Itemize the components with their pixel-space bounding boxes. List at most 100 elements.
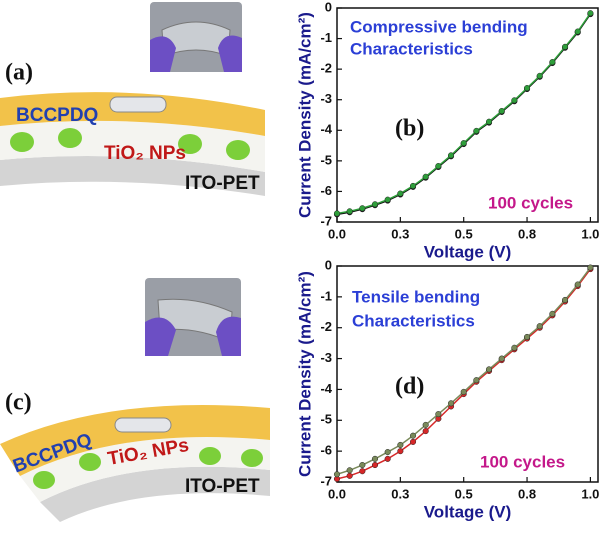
data-point — [371, 461, 379, 469]
plot-frame — [336, 265, 599, 483]
data-point — [384, 196, 391, 203]
y-tick-label: 0 — [325, 0, 332, 14]
x-tick-label: 0.3 — [391, 226, 409, 241]
data-point — [523, 85, 531, 92]
data-point — [473, 127, 480, 134]
data-point — [397, 441, 404, 449]
data-point — [549, 59, 556, 66]
glove — [145, 317, 176, 356]
layer-label: ITO-PET — [185, 476, 260, 497]
y-tick-label: -4 — [320, 122, 332, 137]
layer-label: BCCPDQ — [16, 105, 98, 126]
data-point — [587, 264, 594, 271]
data-point — [574, 281, 581, 288]
data-point — [371, 201, 379, 208]
x-tick-label: 0.8 — [518, 486, 536, 501]
data-point — [371, 455, 379, 462]
droplet — [114, 417, 172, 433]
top-layer — [0, 92, 265, 136]
y-tick-label: -4 — [320, 381, 332, 396]
annotation: Compressive bending — [350, 17, 528, 36]
data-point — [574, 28, 581, 35]
data-point — [397, 190, 404, 197]
top-layer — [0, 404, 270, 476]
x-tick-label: 0.0 — [328, 486, 346, 501]
data-point — [562, 296, 569, 303]
data-point — [562, 43, 569, 50]
data-point — [333, 471, 341, 478]
plot-frame — [336, 7, 599, 223]
panel-label: (c) — [5, 390, 32, 416]
data-point — [359, 468, 366, 475]
data-point — [549, 310, 556, 317]
y-tick-label: -1 — [320, 30, 332, 45]
diagram-a: (a) BCCPDQ TiO₂ NPs ITO-PET — [0, 2, 265, 196]
data-point — [333, 210, 341, 217]
x-axis-label: Voltage (V) — [424, 502, 512, 521]
y-axis-label: Current Density (mA/cm²) — [295, 12, 314, 218]
data-point — [511, 344, 518, 351]
data-point — [409, 182, 417, 189]
data-point — [485, 118, 493, 125]
x-axis-label: Voltage (V) — [424, 242, 512, 261]
y-tick-label: -7 — [320, 213, 332, 228]
layer-label: ITO-PET — [185, 173, 260, 194]
data-point — [536, 72, 543, 79]
data-point — [485, 366, 493, 373]
data-point — [397, 448, 404, 455]
y-axis-label: Current Density (mA/cm²) — [295, 271, 314, 477]
nanoparticles — [10, 128, 250, 160]
data-point — [447, 400, 455, 407]
substrate-layer — [0, 156, 265, 196]
panel-label: (a) — [5, 60, 33, 86]
y-tick-label: -6 — [320, 443, 332, 458]
y-tick-label: -2 — [320, 319, 332, 334]
data-point — [460, 388, 467, 395]
data-point — [409, 438, 417, 445]
data-point — [422, 428, 429, 435]
data-point — [498, 107, 505, 115]
x-tick-label: 0.8 — [518, 226, 536, 241]
data-point — [587, 10, 594, 17]
annotation: Tensile bending — [352, 287, 480, 306]
y-tick-label: -5 — [320, 412, 332, 427]
data-point — [435, 411, 442, 418]
data-point — [435, 163, 442, 170]
glove — [216, 316, 241, 356]
panel-label: (d) — [395, 374, 424, 400]
droplet — [109, 96, 167, 113]
panel-label: (b) — [395, 116, 424, 142]
x-tick-label: 1.0 — [581, 486, 599, 501]
nanoparticles — [33, 447, 263, 489]
data-point — [523, 333, 531, 341]
data-point — [498, 355, 505, 362]
y-tick-label: -2 — [320, 61, 332, 76]
data-point — [346, 472, 353, 479]
data-point — [359, 461, 366, 469]
y-tick-label: -5 — [320, 152, 332, 167]
data-point — [447, 152, 455, 159]
cycles-label: 100 cycles — [488, 193, 573, 212]
x-tick-label: 0.5 — [455, 226, 473, 241]
data-point — [346, 467, 353, 474]
annotation: Characteristics — [352, 311, 475, 330]
data-point — [359, 205, 366, 212]
y-tick-label: -6 — [320, 183, 332, 198]
glove — [150, 36, 176, 72]
diagram-c: (c) BCCPDQ TiO₂ NPs ITO-PET — [0, 278, 270, 522]
data-point — [460, 140, 467, 147]
data-point — [409, 432, 417, 439]
data-point — [511, 97, 518, 104]
cycles-label: 100 cycles — [480, 452, 565, 471]
x-tick-label: 0.3 — [391, 486, 409, 501]
x-tick-label: 0.0 — [328, 226, 346, 241]
substrate-layer — [40, 466, 270, 522]
data-point — [422, 173, 429, 180]
y-tick-label: -7 — [320, 473, 332, 488]
x-tick-label: 1.0 — [581, 226, 599, 241]
data-point — [536, 323, 543, 330]
layer-label: TiO₂ NPs — [104, 143, 186, 164]
glove — [218, 35, 242, 72]
y-tick-label: 0 — [325, 257, 332, 272]
